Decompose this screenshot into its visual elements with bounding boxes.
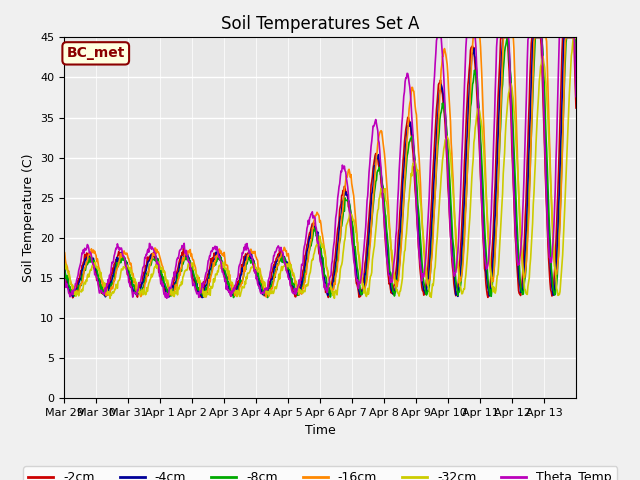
-2cm: [69, 295, 77, 300]
-8cm: [230, 295, 237, 300]
Theta_Temp: [373, 124, 381, 130]
-2cm: [497, 35, 505, 40]
Theta_Temp: [163, 295, 171, 301]
-2cm: [402, 127, 410, 132]
Theta_Temp: [402, 75, 410, 81]
Line: Theta_Temp: Theta_Temp: [64, 37, 576, 298]
Title: Soil Temperatures Set A: Soil Temperatures Set A: [221, 15, 419, 33]
Line: -4cm: -4cm: [64, 37, 576, 298]
Theta_Temp: [215, 254, 223, 260]
-32cm: [572, 36, 580, 41]
-16cm: [572, 35, 580, 40]
-8cm: [260, 288, 268, 293]
Theta_Temp: [433, 35, 441, 40]
-16cm: [240, 272, 248, 278]
-4cm: [120, 256, 128, 262]
-32cm: [570, 35, 577, 40]
-2cm: [121, 257, 129, 263]
Legend: -2cm, -4cm, -8cm, -16cm, -32cm, Theta_Temp: -2cm, -4cm, -8cm, -16cm, -32cm, Theta_Te…: [23, 466, 617, 480]
Line: -16cm: -16cm: [64, 37, 576, 297]
-16cm: [214, 250, 222, 256]
-32cm: [60, 263, 68, 268]
-4cm: [198, 295, 206, 300]
-32cm: [121, 264, 129, 270]
Theta_Temp: [572, 94, 580, 99]
-2cm: [373, 153, 381, 159]
Text: BC_met: BC_met: [67, 47, 125, 60]
-16cm: [259, 282, 267, 288]
-16cm: [469, 35, 477, 40]
X-axis label: Time: Time: [305, 424, 335, 437]
-32cm: [402, 236, 410, 242]
-4cm: [402, 142, 410, 148]
Theta_Temp: [120, 254, 128, 260]
-2cm: [241, 253, 248, 259]
Line: -32cm: -32cm: [64, 37, 576, 299]
Line: -2cm: -2cm: [64, 37, 576, 298]
-16cm: [120, 248, 128, 254]
-16cm: [60, 250, 68, 255]
-8cm: [373, 169, 381, 175]
Line: -8cm: -8cm: [64, 37, 576, 298]
-8cm: [402, 171, 410, 177]
-4cm: [572, 73, 580, 79]
-32cm: [215, 264, 223, 269]
-32cm: [106, 296, 114, 301]
Theta_Temp: [241, 244, 248, 250]
-4cm: [241, 261, 248, 266]
-8cm: [241, 267, 248, 273]
-2cm: [572, 105, 580, 111]
-16cm: [373, 149, 381, 155]
-8cm: [60, 264, 68, 270]
-8cm: [532, 35, 540, 40]
Theta_Temp: [60, 275, 68, 280]
Y-axis label: Soil Temperature (C): Soil Temperature (C): [22, 154, 35, 282]
-8cm: [572, 53, 580, 59]
-16cm: [262, 294, 270, 300]
-8cm: [214, 256, 222, 262]
-2cm: [215, 254, 223, 260]
-2cm: [60, 270, 68, 276]
-4cm: [260, 288, 268, 294]
-4cm: [373, 156, 381, 162]
-16cm: [402, 159, 410, 165]
-32cm: [373, 212, 381, 218]
-4cm: [215, 251, 223, 256]
Theta_Temp: [260, 291, 268, 297]
-32cm: [241, 285, 248, 290]
-32cm: [260, 283, 268, 288]
-4cm: [60, 268, 68, 274]
-4cm: [499, 35, 507, 40]
-8cm: [120, 258, 128, 264]
-2cm: [260, 290, 268, 296]
